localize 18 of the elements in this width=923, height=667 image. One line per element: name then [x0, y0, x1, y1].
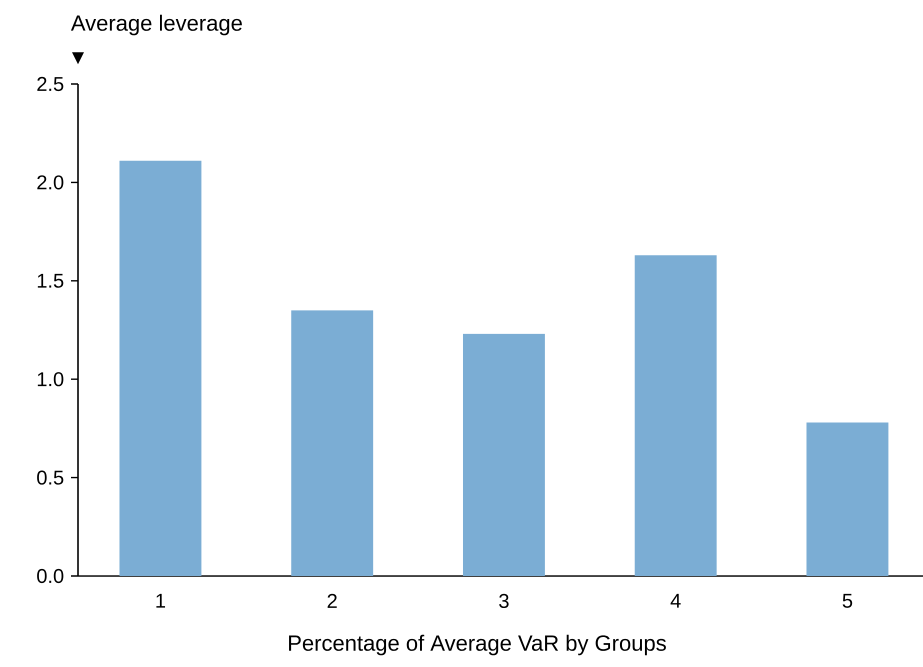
- x-tick-label: 1: [156, 594, 166, 608]
- y-tick-label: 1.5: [38, 274, 64, 288]
- bar: [462, 334, 545, 576]
- y-tick-label: 1.0: [38, 372, 64, 386]
- y-axis-title: Average leverage: [70, 14, 242, 36]
- x-tick-label: 5: [842, 594, 852, 608]
- y-tick-label: 0.0: [37, 568, 64, 584]
- y-tick-label: 2.5: [37, 76, 64, 92]
- bar: [119, 160, 202, 576]
- x-axis-title: Percentage of Average VaR by Groups: [289, 634, 666, 656]
- bar: [806, 422, 888, 576]
- y-tick-label: 2.0: [37, 175, 64, 190]
- x-tick-label: 2: [328, 594, 337, 608]
- bar: [291, 310, 374, 576]
- bar: [634, 255, 717, 576]
- y-tick-label: 0.5: [37, 470, 64, 485]
- x-tick-label: 3: [499, 594, 509, 608]
- x-tick-label: 4: [670, 594, 681, 608]
